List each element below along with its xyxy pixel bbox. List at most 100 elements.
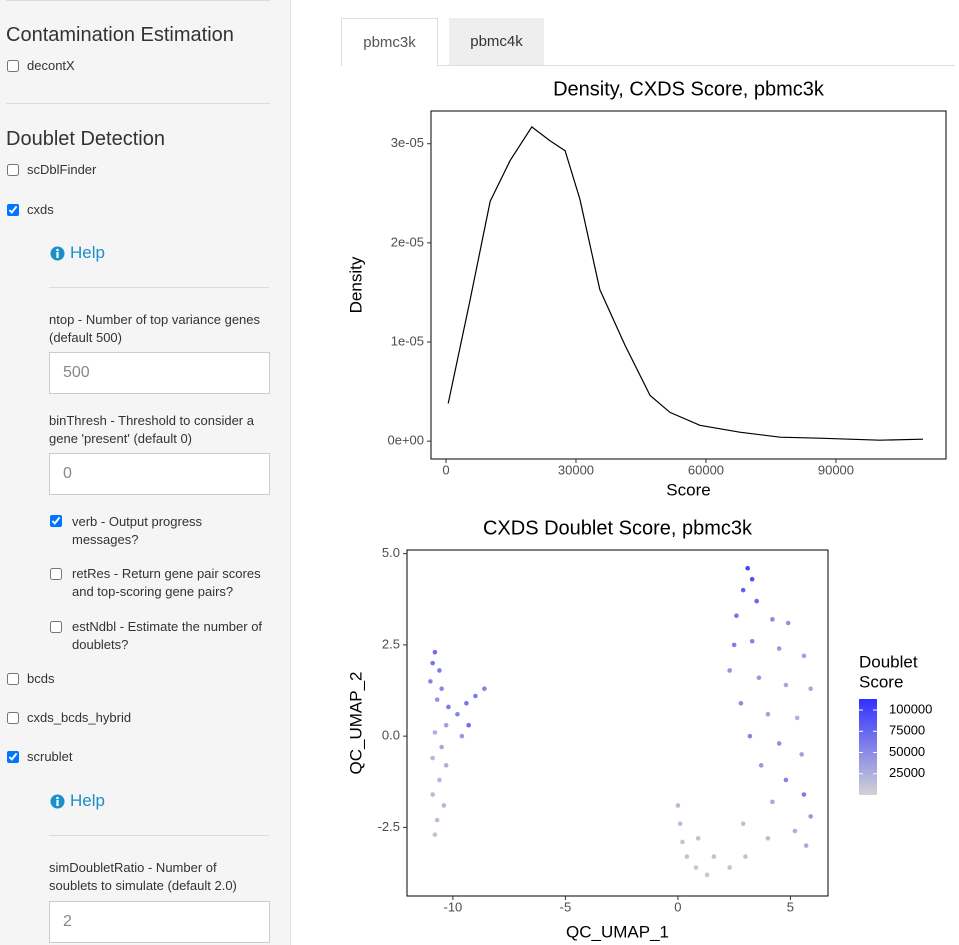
- point: [801, 792, 807, 797]
- help-link[interactable]: Help: [50, 242, 105, 264]
- point: [794, 715, 800, 721]
- legend-label: 75000: [889, 723, 925, 738]
- point: [443, 722, 449, 728]
- y-tick-label: 2.5: [382, 636, 400, 651]
- panel: [406, 549, 829, 897]
- checkbox-label: estNdbl - Estimate the number of doublet…: [72, 619, 263, 652]
- checkbox[interactable]: [7, 204, 19, 216]
- help-text[interactable]: Help: [70, 791, 105, 810]
- input-label: simDoubletRatio - Number of soublets to …: [49, 860, 237, 893]
- tab-divider: [341, 65, 955, 66]
- legend-title: Score: [859, 672, 903, 691]
- x-tick-label: 30000: [558, 462, 594, 477]
- point: [446, 704, 451, 710]
- x-tick-label: 90000: [818, 462, 854, 477]
- point: [704, 872, 710, 878]
- help-text[interactable]: Help: [70, 243, 105, 262]
- y-tick-label: 0.0: [382, 728, 400, 743]
- point: [803, 843, 809, 848]
- point: [776, 741, 782, 746]
- point: [785, 620, 791, 626]
- point: [430, 755, 435, 761]
- point: [740, 821, 746, 827]
- point: [680, 839, 685, 845]
- checkbox[interactable]: [7, 751, 19, 763]
- point: [745, 565, 750, 571]
- point: [770, 617, 775, 622]
- point: [765, 711, 771, 717]
- y-tick-label: 3e-05: [391, 135, 424, 150]
- divider: [49, 835, 269, 836]
- checkbox[interactable]: [7, 673, 19, 685]
- point: [799, 752, 804, 757]
- point: [437, 668, 442, 673]
- checkbox-label: decontX: [27, 58, 75, 73]
- point: [738, 700, 744, 706]
- point: [432, 649, 438, 655]
- y-tick-label: 2e-05: [391, 234, 424, 249]
- y-axis-label: Density: [346, 256, 365, 313]
- point: [695, 836, 701, 841]
- checkbox-label: cxds: [27, 202, 54, 217]
- point: [792, 828, 798, 834]
- sidebar: Contamination Estimation decontX Doublet…: [0, 0, 291, 945]
- divider: [6, 103, 270, 104]
- checkbox[interactable]: [50, 568, 62, 580]
- x-tick-label: 0: [442, 462, 449, 477]
- point: [754, 598, 759, 604]
- x-axis-label: Score: [666, 480, 710, 499]
- point: [684, 854, 690, 859]
- x-tick-label: 60000: [688, 462, 724, 477]
- x-tick-label: -10: [444, 899, 463, 914]
- text-input[interactable]: 0: [49, 453, 270, 495]
- density-line: [447, 126, 924, 441]
- y-tick-label: 1e-05: [391, 333, 424, 348]
- point: [437, 777, 442, 783]
- divider: [6, 0, 270, 1]
- point: [770, 799, 775, 805]
- divider: [49, 287, 269, 288]
- help-link[interactable]: Help: [50, 790, 105, 812]
- chart-title: CXDS Doublet Score, pbmc3k: [483, 517, 753, 539]
- point: [434, 697, 440, 702]
- point: [428, 679, 433, 684]
- input-label: ntop - Number of top variance genes (def…: [49, 312, 261, 345]
- point: [783, 777, 789, 783]
- info-icon: [50, 246, 65, 260]
- text-input[interactable]: 2: [49, 901, 270, 943]
- point: [482, 686, 487, 691]
- tab[interactable]: pbmc3k: [341, 18, 438, 66]
- plots: Density, CXDS Score, pbmc3k Score Density 0…: [346, 78, 947, 941]
- point: [464, 700, 469, 706]
- point: [731, 642, 737, 648]
- point: [432, 832, 438, 837]
- point: [756, 675, 762, 681]
- checkbox[interactable]: [7, 60, 19, 72]
- checkbox-label: cxds_bcds_hybrid: [27, 710, 132, 725]
- checkbox[interactable]: [50, 515, 62, 527]
- point: [439, 686, 444, 691]
- point: [747, 733, 753, 739]
- point: [758, 763, 764, 768]
- point: [439, 744, 444, 750]
- checkbox[interactable]: [7, 712, 19, 724]
- y-axis-label: QC_UMAP_2: [346, 672, 365, 775]
- y-tick-label: 5.0: [382, 545, 400, 560]
- x-tick-label: 0: [674, 899, 681, 914]
- point: [459, 733, 465, 739]
- point: [466, 722, 471, 728]
- point: [455, 711, 460, 717]
- chart-title: Density, CXDS Score, pbmc3k: [553, 78, 825, 100]
- point: [473, 693, 478, 699]
- checkbox[interactable]: [7, 164, 19, 176]
- tab[interactable]: pbmc4k: [449, 18, 544, 65]
- x-tick-label: 5: [787, 899, 794, 914]
- checkbox[interactable]: [50, 621, 62, 633]
- point: [749, 576, 755, 582]
- point: [749, 638, 755, 644]
- panel: [430, 110, 947, 460]
- point: [776, 646, 782, 651]
- text-input[interactable]: 500: [49, 352, 270, 394]
- checkbox-label: verb - Output progress messages?: [72, 514, 203, 547]
